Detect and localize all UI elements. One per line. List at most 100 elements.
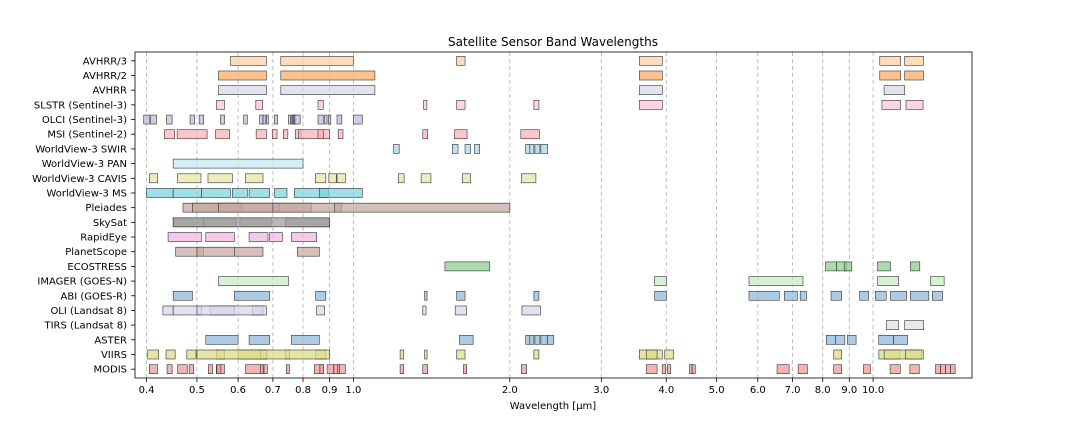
band-bar [878,335,894,345]
band-bar [463,364,467,374]
sensor-label: WorldView-3 PAN [42,159,127,170]
band-bar [456,349,466,360]
band-bar [534,144,541,154]
band-bar [456,56,466,66]
band-bar [336,364,340,374]
band-bar [316,305,325,316]
band-bar [218,276,289,286]
band-bar [540,335,548,345]
band-bar [639,70,663,81]
band-bar [910,261,921,272]
band-bar [883,85,905,95]
band-bar [454,129,468,140]
band-bar [150,114,157,125]
band-bar [353,114,363,125]
band-bar [172,188,202,198]
sensor-label: WorldView-3 SWIR [35,144,127,155]
band-bar [830,290,842,301]
sensor-label: IMAGER (GOES-N) [37,277,127,288]
band-bar [166,114,173,125]
band-bar [905,349,924,360]
sensor-label: VIIRS [101,350,127,361]
band-bar [162,305,174,316]
band-bar [216,364,222,374]
band-bar [843,261,853,272]
band-bar [243,114,248,125]
band-bar [835,335,846,345]
band-bar [456,290,466,301]
x-tick-label: 0.7 [265,385,281,396]
band-bar [205,232,235,242]
band-bar [525,335,531,345]
band-bar [639,100,663,110]
band-bar [454,305,467,316]
band-bar [748,276,804,286]
band-bar [393,144,400,154]
band-bar [422,305,427,316]
band-bar [324,114,328,125]
band-bar [654,276,667,286]
band-bar [172,217,330,228]
x-axis-label: Wavelength [μm] [510,401,597,412]
plot-frame [134,51,973,379]
band-bar [317,100,324,110]
band-bar [201,188,231,198]
band-bar [207,173,233,184]
x-tick-label: 8.0 [815,385,831,396]
band-bar [297,246,320,257]
sensor-label: MSI (Sentinel-2) [47,130,127,141]
band-bar [232,188,248,198]
band-bar [167,232,202,242]
band-bar [255,100,263,110]
band-bar [218,85,267,95]
band-bar [282,129,289,140]
band-bar [422,129,429,140]
sensor-label: Pleiades [85,203,127,214]
band-bar [654,290,667,301]
band-bar [328,114,332,125]
band-bar [288,114,291,125]
band-bar [328,173,337,184]
grid-lines [146,52,874,378]
x-tick-label: 0.5 [189,385,205,396]
band-bar [461,173,471,184]
band-bar [262,114,266,125]
band-bar [639,85,663,95]
band-bar [266,114,269,125]
band-bar [910,290,930,301]
band-bar [164,129,175,140]
band-bar [459,335,474,345]
band-bar [248,335,270,345]
band-bar [143,114,150,125]
band-bar [188,364,195,374]
band-bar [909,364,920,374]
x-tick-label: 7.0 [785,385,801,396]
band-bar [172,290,193,301]
sensor-label: OLCI (Sentinel-3) [42,115,127,126]
band-bar [784,290,798,301]
band-bar [271,129,278,140]
band-bar [875,290,887,301]
band-bar [904,320,924,330]
x-axis-ticks: 0.4 0.5 0.6 0.7 0.8 0.9 1.0 2.0 3.0 4.0 5.0 6.0 7.0 8… [139,378,884,396]
sensor-label: PlanetScope [65,247,127,258]
band-bar [833,364,842,374]
band-bar [248,232,269,242]
x-tick-label: 9.0 [841,385,857,396]
band-bar [198,114,204,125]
band-bar [422,364,429,374]
band-bar [166,364,173,374]
band-bar [889,364,901,374]
sensor-label: WorldView-3 CAVIS [32,174,127,185]
band-bar [233,246,264,257]
band-bar [748,290,780,301]
band-bar [444,261,491,272]
chart-title: Satellite Sensor Band Wavelengths [448,35,658,49]
sensor-label: WorldView-3 MS [46,188,127,199]
band-bar [399,364,405,374]
band-bar [950,364,956,374]
sensor-labels: AVHRR/3 AVHRR/2 AVHRR SLSTR (Sentinel-3) OLC… [32,56,135,376]
band-bar [661,364,666,374]
band-bar [298,129,330,140]
band-bar [315,290,327,301]
